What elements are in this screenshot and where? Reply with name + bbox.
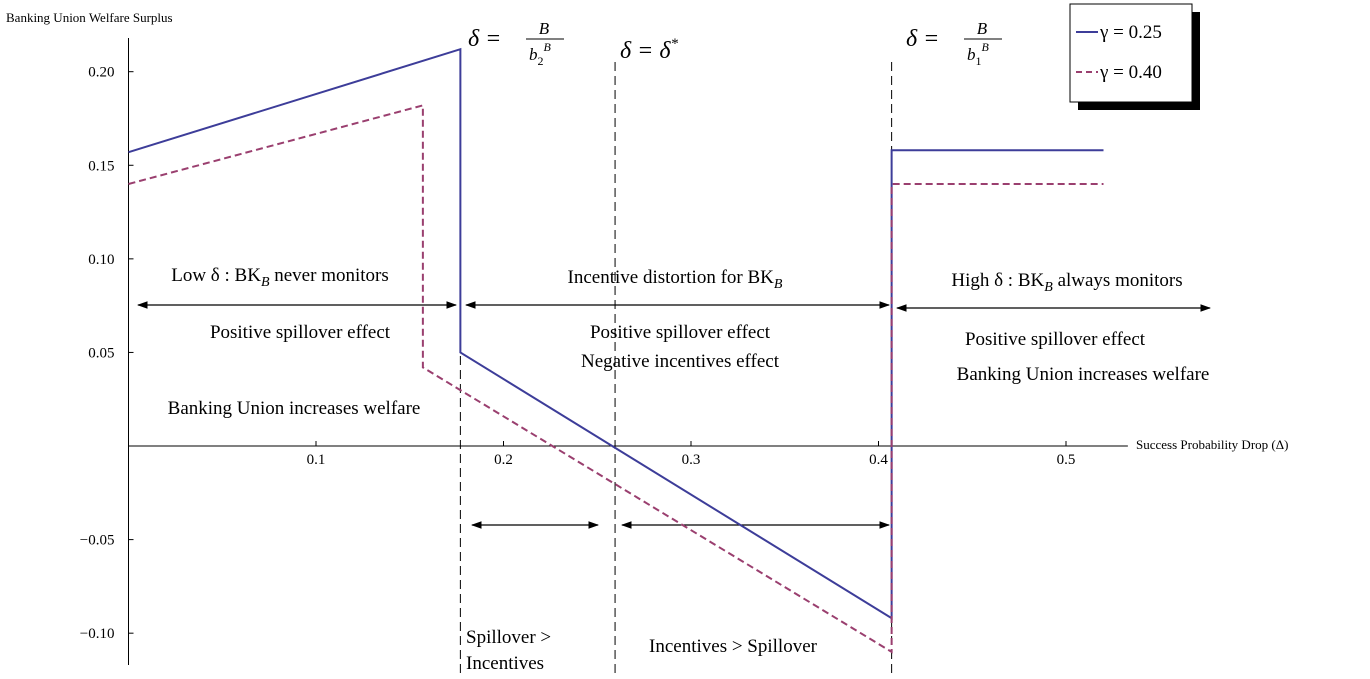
arrows [136, 301, 1212, 529]
annotation: Incentives > Spillover [649, 636, 818, 657]
annotation: Incentives [466, 653, 544, 674]
y-tick-label: 0.20 [88, 65, 114, 81]
equation-part: b [967, 45, 976, 64]
x-tick-label: 0.5 [1057, 452, 1076, 468]
annotation: Positive spillover effect [210, 322, 391, 343]
annotation: Negative incentives effect [581, 351, 780, 372]
y-tick-label: −0.10 [80, 626, 115, 642]
x-tick-label: 0.2 [494, 452, 513, 468]
annotation-part: High δ : BK [951, 270, 1044, 291]
annotation: Low δ : BKB never monitors [171, 265, 389, 290]
equation: B [539, 19, 550, 38]
equation: δ = [906, 26, 939, 52]
annotation-part: Incentives > Spillover [649, 636, 818, 657]
y-tick-label: 0.10 [88, 252, 114, 268]
annotation-part: δ = δ [620, 38, 671, 64]
annotation-part: Positive spillover effect [965, 329, 1146, 350]
equation-part: B [544, 40, 552, 54]
annotation-part: Banking Union increases welfare [168, 398, 421, 419]
y-axis-label: Banking Union Welfare Surplus [6, 10, 173, 25]
annotation-part: B [1044, 280, 1053, 295]
x-tick-label: 0.3 [682, 452, 701, 468]
annotation-part: always monitors [1053, 270, 1183, 291]
annotation: Banking Union increases welfare [957, 364, 1210, 385]
y-tick-label: 0.05 [88, 345, 114, 361]
legend-label: γ = 0.25 [1099, 22, 1162, 43]
x-axis-label: Success Probability Drop (Δ) [1136, 437, 1288, 452]
x-tick-label: 0.4 [869, 452, 888, 468]
annotation: δ = δ* [620, 36, 679, 64]
annotation: Positive spillover effect [590, 322, 771, 343]
equation: b1B [967, 40, 990, 68]
x-tick-label: 0.1 [307, 452, 326, 468]
series-line [128, 104, 1104, 654]
legend-label: γ = 0.40 [1099, 62, 1162, 83]
annotation-part: Incentive distortion for BK [568, 267, 775, 288]
annotation-part: Positive spillover effect [590, 322, 771, 343]
equation-part: B [982, 40, 990, 54]
annotation: Positive spillover effect [965, 329, 1146, 350]
y-tick-label: −0.05 [80, 533, 115, 549]
legend-box [1069, 3, 1193, 103]
annotation-part: Banking Union increases welfare [957, 364, 1210, 385]
annotation-part: Spillover > [466, 627, 551, 648]
annotation: Spillover > [466, 627, 551, 648]
annotation-part: Low δ : BK [171, 265, 261, 286]
annotation-part: Negative incentives effect [581, 351, 780, 372]
equation-part: b [529, 45, 538, 64]
annotation: Incentive distortion for BKB [568, 267, 783, 292]
equation-part: 2 [538, 54, 544, 68]
equation: δ = [468, 26, 501, 52]
y-tick-label: 0.15 [88, 158, 114, 174]
annotation: Banking Union increases welfare [168, 398, 421, 419]
annotation-part: Positive spillover effect [210, 322, 391, 343]
annotation: High δ : BKB always monitors [951, 270, 1182, 295]
series-line [128, 47, 1104, 620]
equation: B [977, 19, 988, 38]
annotation-part: Incentives [466, 653, 544, 674]
annotation-part: B [774, 277, 783, 292]
equation-part: 1 [976, 54, 982, 68]
annotation-part: * [671, 36, 679, 52]
equation: b2B [529, 40, 552, 68]
annotation-part: B [261, 275, 270, 290]
annotation-part: never monitors [270, 265, 389, 286]
